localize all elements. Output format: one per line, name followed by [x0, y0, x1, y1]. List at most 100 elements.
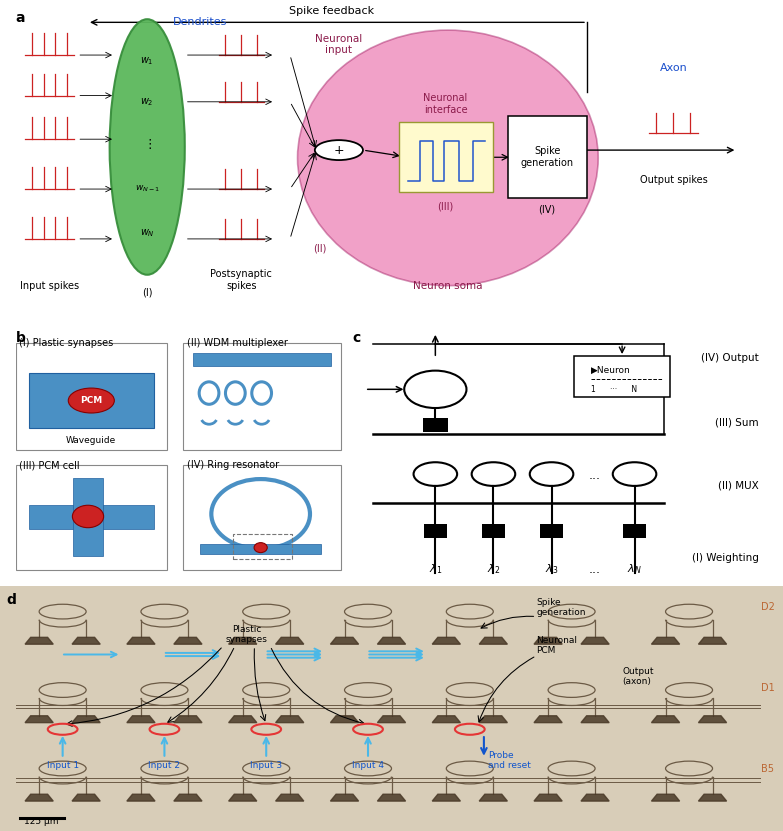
Text: (I): (I) [142, 287, 153, 297]
Text: 1      ···      N: 1 ··· N [591, 385, 637, 394]
Polygon shape [698, 794, 727, 801]
Polygon shape [127, 637, 155, 644]
Text: (III) Sum: (III) Sum [716, 418, 759, 428]
Polygon shape [229, 715, 257, 723]
Bar [623, 524, 646, 538]
Text: (IV) Ring resonator: (IV) Ring resonator [186, 460, 279, 470]
Text: c: c [352, 331, 361, 345]
Polygon shape [276, 794, 304, 801]
Text: (IV): (IV) [539, 204, 556, 214]
Text: a: a [16, 12, 25, 26]
Text: $w_1$: $w_1$ [140, 56, 154, 67]
Text: D2: D2 [761, 602, 775, 612]
Text: Input 3: Input 3 [250, 761, 283, 770]
FancyBboxPatch shape [575, 356, 669, 397]
Circle shape [254, 543, 267, 553]
Text: $\vdots$: $\vdots$ [143, 137, 152, 151]
Text: ...: ... [589, 469, 601, 482]
Polygon shape [479, 794, 507, 801]
Polygon shape [651, 715, 680, 723]
Ellipse shape [68, 388, 114, 413]
Bar [540, 524, 563, 538]
Text: ...: ... [589, 563, 601, 577]
Polygon shape [534, 794, 562, 801]
Polygon shape [377, 637, 406, 644]
Ellipse shape [110, 19, 185, 275]
Text: 125 μm: 125 μm [24, 817, 59, 826]
FancyBboxPatch shape [29, 373, 153, 428]
FancyBboxPatch shape [183, 465, 341, 570]
Polygon shape [698, 715, 727, 723]
Polygon shape [581, 715, 609, 723]
Polygon shape [330, 794, 359, 801]
Text: ▶Neuron: ▶Neuron [591, 366, 631, 375]
Text: Input 4: Input 4 [352, 761, 384, 770]
Text: $w_N$: $w_N$ [140, 227, 154, 238]
Text: Neuronal
input: Neuronal input [316, 34, 363, 56]
Text: $\lambda_2$: $\lambda_2$ [487, 563, 500, 577]
FancyBboxPatch shape [200, 543, 322, 554]
Polygon shape [377, 794, 406, 801]
Polygon shape [651, 794, 680, 801]
Text: Neuron soma: Neuron soma [413, 281, 482, 291]
Text: Plastic
synapses: Plastic synapses [226, 625, 268, 644]
Polygon shape [229, 794, 257, 801]
FancyBboxPatch shape [16, 465, 167, 570]
Text: Neuronal
PCM: Neuronal PCM [536, 636, 577, 656]
Circle shape [404, 371, 467, 408]
Polygon shape [330, 715, 359, 723]
Text: B5: B5 [761, 765, 774, 774]
Text: (IV) Output: (IV) Output [702, 353, 759, 363]
Polygon shape [534, 637, 562, 644]
Polygon shape [127, 715, 155, 723]
Bar [482, 524, 505, 538]
Text: Spike
generation: Spike generation [536, 597, 586, 617]
Text: (III) PCM cell: (III) PCM cell [19, 460, 80, 470]
FancyBboxPatch shape [399, 122, 493, 192]
Text: $\lambda_N$: $\lambda_N$ [627, 563, 642, 577]
Text: (I) Weighting: (I) Weighting [692, 553, 759, 563]
Text: Input 2: Input 2 [149, 761, 180, 770]
FancyBboxPatch shape [16, 343, 167, 450]
Text: +: + [334, 144, 345, 156]
Text: PCM: PCM [80, 396, 103, 405]
Text: b: b [16, 331, 26, 345]
Text: Probe
and reset: Probe and reset [488, 751, 531, 770]
Polygon shape [330, 637, 359, 644]
Text: Input 1: Input 1 [46, 761, 79, 770]
Polygon shape [174, 715, 202, 723]
Polygon shape [432, 715, 460, 723]
Text: (II): (II) [313, 243, 327, 253]
Text: (I) Plastic synapses: (I) Plastic synapses [19, 338, 114, 348]
Text: Input spikes: Input spikes [20, 281, 79, 291]
Polygon shape [174, 637, 202, 644]
Ellipse shape [298, 30, 598, 286]
Text: Waveguide: Waveguide [67, 436, 117, 445]
Polygon shape [698, 637, 727, 644]
Text: Axon: Axon [659, 62, 687, 72]
Text: Output
(axon): Output (axon) [622, 666, 654, 686]
Bar [423, 418, 448, 432]
Polygon shape [479, 637, 507, 644]
Text: $\lambda_1$: $\lambda_1$ [429, 563, 442, 577]
Bar [424, 524, 446, 538]
FancyBboxPatch shape [183, 343, 341, 450]
Polygon shape [25, 637, 53, 644]
Polygon shape [174, 794, 202, 801]
FancyBboxPatch shape [508, 116, 587, 199]
Polygon shape [651, 637, 680, 644]
Text: Output spikes: Output spikes [640, 175, 707, 184]
Text: (II) MUX: (II) MUX [718, 480, 759, 490]
Polygon shape [127, 794, 155, 801]
Polygon shape [581, 637, 609, 644]
Polygon shape [432, 794, 460, 801]
Polygon shape [479, 715, 507, 723]
Polygon shape [229, 637, 257, 644]
FancyBboxPatch shape [193, 353, 331, 366]
Polygon shape [276, 637, 304, 644]
Text: Spike feedback: Spike feedback [289, 6, 374, 16]
Text: Spike
generation: Spike generation [521, 146, 574, 168]
FancyBboxPatch shape [29, 505, 153, 529]
Text: Postsynaptic
spikes: Postsynaptic spikes [210, 269, 272, 291]
Text: $\lambda_3$: $\lambda_3$ [545, 563, 558, 577]
